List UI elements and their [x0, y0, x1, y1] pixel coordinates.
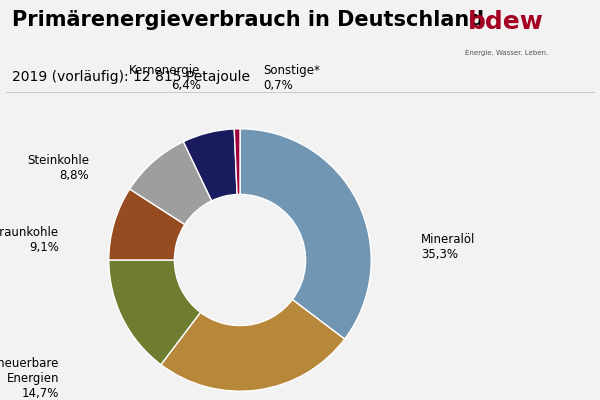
Wedge shape — [130, 142, 212, 224]
Wedge shape — [161, 300, 344, 391]
Text: Kernenergie
6,4%: Kernenergie 6,4% — [129, 64, 200, 92]
Text: Sonstige*
0,7%: Sonstige* 0,7% — [263, 64, 320, 92]
Text: bdew: bdew — [468, 10, 544, 34]
Wedge shape — [184, 129, 237, 201]
Wedge shape — [109, 189, 185, 260]
Text: Steinkohle
8,8%: Steinkohle 8,8% — [27, 154, 89, 182]
Text: 2019 (vorläufig): 12 815 Petajoule: 2019 (vorläufig): 12 815 Petajoule — [12, 70, 250, 84]
Wedge shape — [240, 129, 371, 339]
Text: Erneuerbare
Energien
14,7%: Erneuerbare Energien 14,7% — [0, 356, 59, 400]
Text: Mineralöl
35,3%: Mineralöl 35,3% — [421, 233, 475, 261]
Wedge shape — [109, 260, 200, 365]
Text: Braunkohle
9,1%: Braunkohle 9,1% — [0, 226, 59, 254]
Wedge shape — [234, 129, 240, 194]
Text: Energie. Wasser. Leben.: Energie. Wasser. Leben. — [465, 50, 548, 56]
Text: Primärenergieverbrauch in Deutschland: Primärenergieverbrauch in Deutschland — [12, 10, 484, 30]
